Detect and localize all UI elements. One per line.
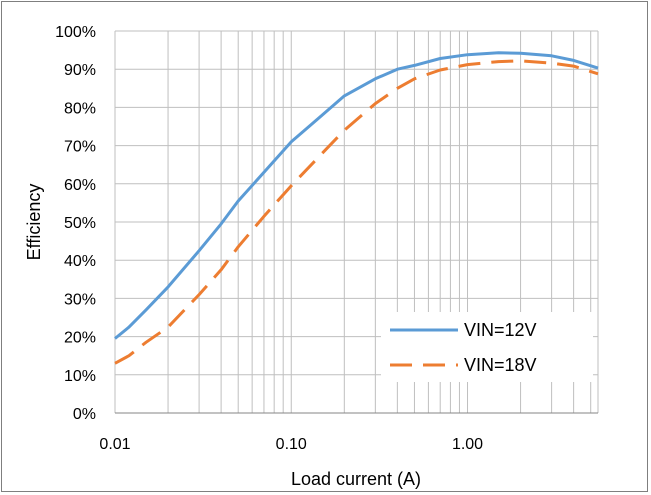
y-tick-label: 0% <box>73 406 96 423</box>
x-tick-label: 0.01 <box>99 436 130 453</box>
x-axis-title: Load current (A) <box>291 469 421 489</box>
y-tick-label: 60% <box>64 177 96 194</box>
series-lines <box>114 51 599 365</box>
series-line-vin18 <box>114 59 599 365</box>
y-tick-label: 90% <box>64 62 96 79</box>
tick-labels: 0% 10% 20% 30% 40% 50% 60% 70% 80% 90% 100% 0.01 0.1… <box>55 24 483 453</box>
y-tick-label: 10% <box>64 368 96 385</box>
legend-label-vin12: VIN=12V <box>464 320 537 340</box>
y-tick-label: 100% <box>55 24 96 41</box>
legend: VIN=12V VIN=18V <box>381 312 593 382</box>
y-tick-label: 80% <box>64 100 96 117</box>
y-tick-label: 30% <box>64 291 96 308</box>
y-tick-label: 40% <box>64 253 96 270</box>
y-axis-title: Efficiency <box>24 184 44 261</box>
legend-box <box>381 312 593 382</box>
series-line-vin12 <box>114 51 599 340</box>
grid <box>114 30 599 414</box>
x-tick-label: 1.00 <box>452 436 483 453</box>
x-tick-label: 0.10 <box>276 436 307 453</box>
y-tick-label: 20% <box>64 330 96 347</box>
y-tick-label: 50% <box>64 215 96 232</box>
legend-label-vin18: VIN=18V <box>464 355 537 375</box>
y-tick-label: 70% <box>64 139 96 156</box>
